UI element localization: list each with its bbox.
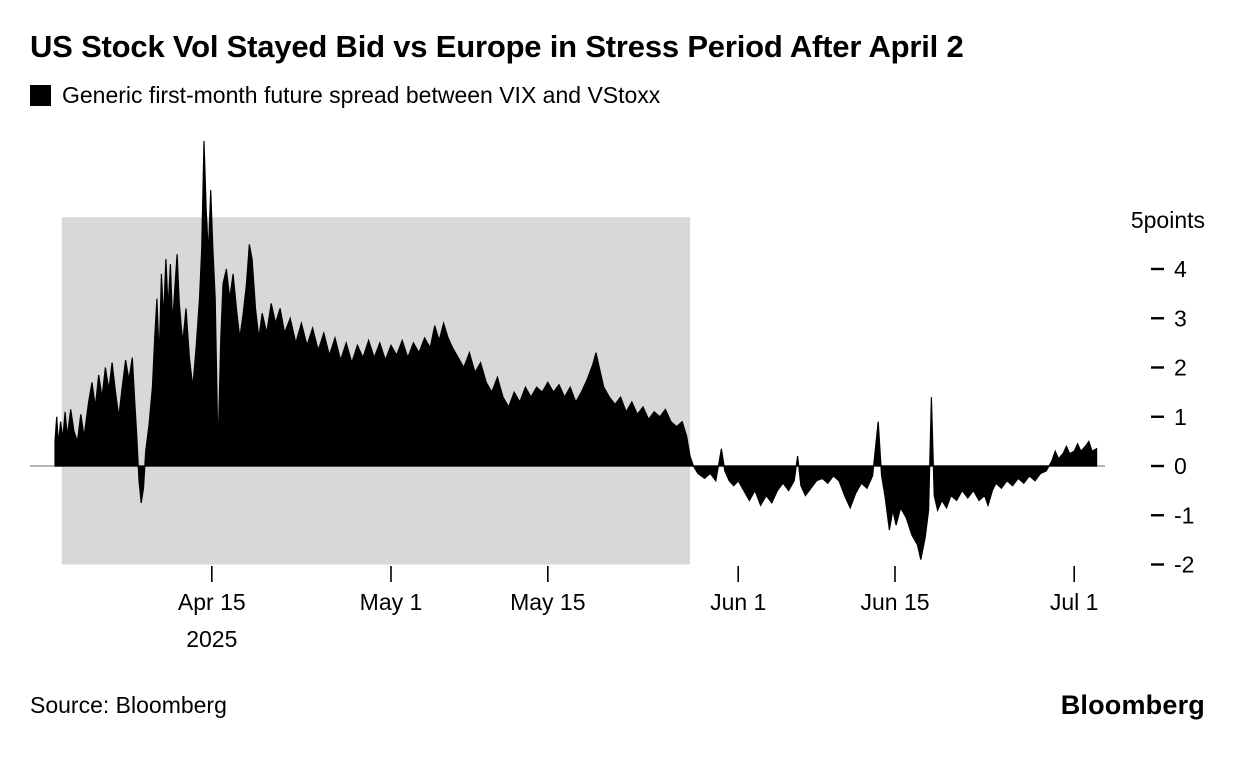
- x-tick-year-label: 2025: [186, 626, 237, 652]
- x-tick-label: May 15: [510, 589, 585, 615]
- spread-area-chart: Apr 15 2025 May 1 May 15 Jun 1 Jun 15 Jul 1 4 3 2…: [30, 140, 1205, 652]
- x-tick-label: Jun 15: [860, 589, 929, 615]
- legend: Generic first-month future spread betwee…: [30, 82, 1210, 109]
- y-tick-label: -2: [1174, 552, 1194, 578]
- x-tick-label: Jun 1: [710, 589, 766, 615]
- legend-label: Generic first-month future spread betwee…: [62, 82, 661, 108]
- source-note: Source: Bloomberg: [30, 692, 227, 718]
- y-tick-label: 1: [1174, 404, 1187, 430]
- y-tick-label: 3: [1174, 305, 1187, 331]
- spread-area: [54, 140, 1098, 560]
- x-tick-label: May 1: [360, 589, 423, 615]
- legend-swatch-icon: [30, 85, 51, 106]
- bloomberg-logo: Bloomberg: [1060, 690, 1205, 720]
- y-tick-label: 0: [1174, 453, 1187, 479]
- y-tick-label: 2: [1174, 355, 1187, 381]
- y-axis-title: 5points: [1131, 207, 1205, 233]
- y-tick-label: -1: [1174, 502, 1194, 528]
- y-tick-label: 4: [1174, 256, 1187, 282]
- chart-page: US Stock Vol Stayed Bid vs Europe in Str…: [0, 28, 1240, 784]
- x-tick-label: Apr 15: [178, 589, 246, 615]
- footer: Source: Bloomberg Bloomberg: [30, 690, 1205, 721]
- chart-title: US Stock Vol Stayed Bid vs Europe in Str…: [30, 29, 964, 64]
- x-tick-label: Jul 1: [1050, 589, 1099, 615]
